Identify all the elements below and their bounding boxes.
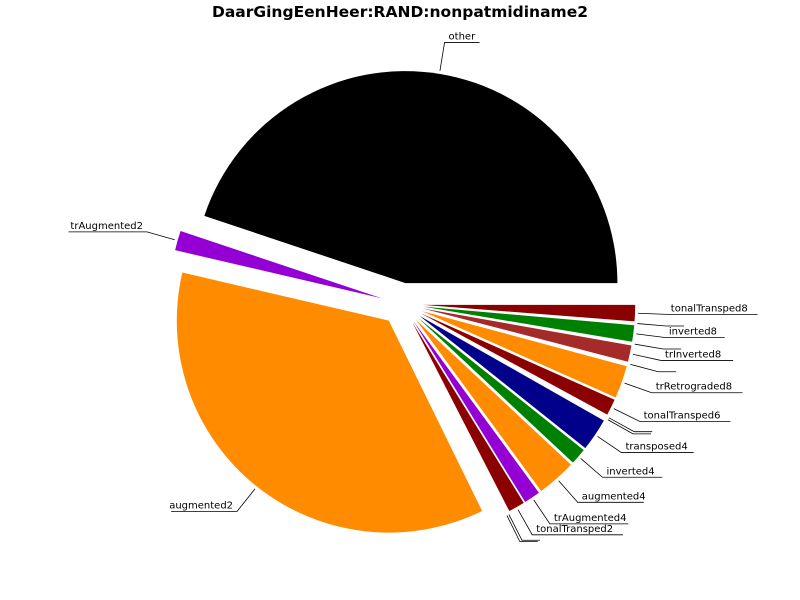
leader-line — [508, 514, 540, 541]
slice-label-trinverted8: trInverted8 — [632, 349, 734, 361]
pie-slice-unlabeled-4 — [411, 322, 509, 513]
slice-label-transposed4: transposed4 — [597, 436, 694, 453]
leader-line — [439, 42, 480, 71]
leader-line — [632, 353, 734, 361]
pie-slice-inverted4 — [418, 317, 584, 463]
leader-line — [68, 231, 175, 241]
pie-slice-unlabeled-18 — [423, 305, 635, 325]
chart-title: DaarGingEenHeer:RAND:nonpatmidiname2 — [211, 3, 589, 21]
slice-label-text: other — [449, 31, 477, 42]
leader-line — [638, 312, 758, 315]
pie-slice-trinverted8 — [422, 308, 632, 362]
pie-slice-unlabeled-14 — [422, 309, 628, 365]
slice-label-text: trRetrograded8 — [656, 382, 732, 393]
slice-label-inverted8: inverted8 — [636, 327, 725, 338]
pie-slice-augmented2 — [176, 272, 483, 533]
slice-label-text: transposed4 — [625, 442, 687, 453]
slice-label-augmented4: augmented4 — [558, 480, 646, 503]
leader-line — [613, 408, 731, 422]
slice-label-unlabeled-16 — [634, 343, 682, 350]
pie-slice-augmented4 — [416, 319, 571, 492]
pie-slice-unlabeled-3 — [411, 322, 507, 514]
slice-label-text: tonalTransped8 — [671, 303, 748, 314]
leader-line — [558, 480, 644, 503]
pie-slice-tonaltransped8 — [423, 304, 636, 322]
pie-slice-unlabeled-10 — [420, 314, 606, 420]
leader-line — [580, 458, 663, 478]
slice-label-other: other — [439, 31, 480, 71]
leader-line — [630, 363, 677, 373]
slice-label-tonaltransped2: tonalTransped2 — [517, 509, 624, 536]
slice-label-augmented2: augmented2 — [169, 488, 256, 512]
pie-slice-trretrograded8 — [421, 311, 627, 398]
leader-line — [624, 382, 743, 394]
slice-label-unlabeled-18 — [637, 323, 685, 327]
slice-label-text: augmented4 — [582, 491, 646, 502]
pie-slice-tonaltransped2 — [412, 322, 524, 512]
slice-label-text: trAugmented4 — [554, 513, 627, 524]
pie-slice-transposed4 — [419, 315, 604, 449]
slice-label-unlabeled-11 — [608, 417, 653, 433]
slice-label-traugmented4: trAugmented4 — [533, 499, 629, 525]
slice-label-tonaltransped8: tonalTransped8 — [638, 303, 758, 315]
pie-slice-traugmented4 — [413, 321, 539, 503]
slice-label-unlabeled-10 — [607, 419, 652, 435]
pie-slice-tonaltransped6 — [421, 313, 615, 415]
leader-line — [517, 509, 624, 536]
leader-line — [637, 323, 685, 327]
slice-label-text: inverted8 — [669, 327, 717, 338]
slice-label-text: inverted4 — [607, 466, 655, 477]
slice-label-unlabeled-14 — [630, 363, 677, 373]
leader-line — [608, 417, 653, 433]
leader-line — [597, 436, 694, 453]
slice-label-text: trInverted8 — [665, 349, 721, 360]
pie-slice-unlabeled-11 — [420, 314, 607, 418]
leader-line — [171, 488, 256, 512]
pie-slice-traugmented2 — [175, 231, 382, 299]
pie-slice-unlabeled-16 — [422, 307, 632, 345]
slice-label-text: tonalTransped6 — [644, 410, 721, 421]
slice-label-unlabeled-4 — [508, 514, 540, 541]
slice-label-traugmented2: trAugmented2 — [68, 221, 175, 241]
pie-slice-inverted8 — [423, 306, 635, 342]
slice-label-tonaltransped6: tonalTransped6 — [613, 408, 731, 422]
slice-label-text: augmented2 — [169, 500, 233, 511]
leader-line — [634, 343, 682, 350]
leader-line — [533, 499, 629, 525]
slice-label-text: tonalTransped2 — [536, 524, 613, 535]
pie-slice-other — [204, 71, 618, 284]
slice-label-unlabeled-3 — [506, 515, 538, 542]
leader-line — [506, 515, 538, 542]
leader-line — [607, 419, 652, 435]
slice-label-text: trAugmented2 — [70, 221, 143, 232]
slice-label-inverted4: inverted4 — [580, 458, 663, 478]
leader-line — [636, 333, 725, 338]
slice-label-trretrograded8: trRetrograded8 — [624, 382, 743, 394]
